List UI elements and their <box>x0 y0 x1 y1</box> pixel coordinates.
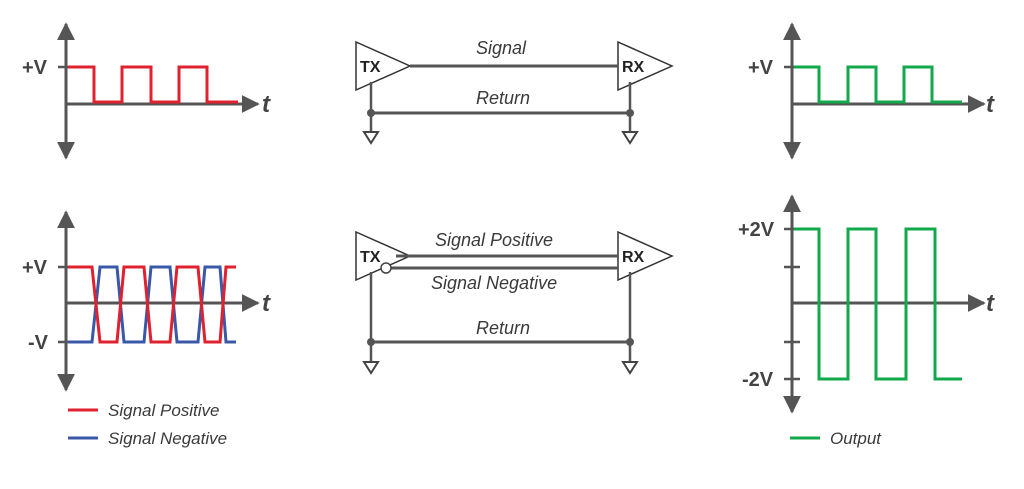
signal-positive-label: Signal Positive <box>435 230 553 250</box>
pos-level-label: +2V <box>738 219 775 241</box>
signal-label: Signal <box>476 38 527 58</box>
legend-output: Output <box>830 429 882 448</box>
output-legend: Output <box>790 429 882 448</box>
single-ended-input-plot: +V t <box>22 24 271 158</box>
pos-level-label: +V <box>22 257 48 279</box>
legend-signal-negative: Signal Negative <box>108 429 227 448</box>
signal-negative-label: Signal Negative <box>431 273 557 293</box>
differential-input-plot: +V -V t <box>22 212 271 390</box>
tx-return-node <box>367 109 375 117</box>
return-label: Return <box>476 318 530 338</box>
differential-output-plot: +2V -2V t <box>738 196 995 412</box>
time-label: t <box>262 91 271 118</box>
time-label: t <box>986 91 995 118</box>
rx-return-node <box>626 109 634 117</box>
time-label: t <box>262 290 271 317</box>
differential-circuit: TX RX Signal Positive Signal Negative Re… <box>356 230 672 373</box>
tx-label: TX <box>360 249 381 266</box>
single-ended-circuit: TX RX Signal Return <box>356 38 672 143</box>
differential-legend: Signal Positive Signal Negative <box>68 401 227 448</box>
legend-signal-positive: Signal Positive <box>108 401 220 420</box>
signal-waveform <box>68 67 238 102</box>
tx-ground-icon <box>364 132 378 143</box>
tx-ground-icon <box>364 362 378 373</box>
rx-label: RX <box>622 249 645 266</box>
rx-ground-icon <box>623 132 637 143</box>
rx-ground-icon <box>623 362 637 373</box>
time-label: t <box>986 290 995 317</box>
inverting-output-bubble <box>381 263 391 273</box>
neg-level-label: -V <box>28 332 49 354</box>
rx-return-node <box>626 338 634 346</box>
level-label: +V <box>22 57 48 79</box>
neg-level-label: -2V <box>742 369 774 391</box>
output-waveform <box>794 67 962 102</box>
single-ended-output-plot: +V t <box>748 24 995 158</box>
return-label: Return <box>476 88 530 108</box>
level-label: +V <box>748 57 774 79</box>
rx-label: RX <box>622 59 645 76</box>
tx-label: TX <box>360 59 381 76</box>
tx-return-node <box>367 338 375 346</box>
